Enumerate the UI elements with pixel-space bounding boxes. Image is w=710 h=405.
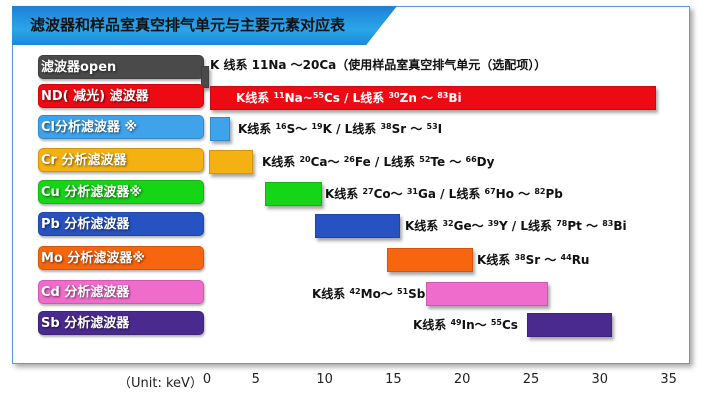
filter-label: Cr 分析滤波器 (38, 148, 204, 172)
range-bar (209, 150, 254, 174)
range-bar (210, 117, 230, 141)
range-bar (426, 282, 548, 306)
range-bar (526, 313, 613, 337)
element-range-annotation: K线系 38Sr ～ 44Ru (477, 253, 590, 267)
x-tick-label: 20 (453, 372, 471, 387)
x-tick-label: 0 (202, 372, 212, 387)
element-range-annotation: K线系 11Na~55Cs / L线系 30Zn ～ 83Bi (236, 91, 462, 105)
filter-label: Cu 分析滤波器※ (38, 180, 204, 204)
x-tick-label: 25 (522, 372, 540, 387)
x-axis-label: （Unit: keV） (118, 376, 203, 391)
x-tick-label: 10 (316, 372, 333, 387)
filter-label: ND( 减光) 滤波器 (38, 84, 204, 108)
title-banner (12, 6, 397, 45)
range-bar (314, 214, 401, 238)
x-tick-label: 35 (660, 372, 677, 387)
filter-label: Mo 分析滤波器※ (38, 246, 204, 270)
element-range-annotation: K线系 27Co～ 31Ga / L线系 67Ho ～ 82Pb (325, 187, 563, 201)
filter-label: Cl分析滤波器 ※ (38, 115, 204, 139)
element-range-annotation: K线系 32Ge～ 39Y / L线系 78Pt ～ 83Bi (405, 219, 627, 233)
filter-label: Cd 分析滤波器 (38, 280, 204, 304)
element-range-annotation: K线系 42Mo～ 51Sb (312, 287, 426, 301)
x-tick-label: 15 (385, 372, 402, 387)
chart-title: 滤波器和样品室真空排气单元与主要元素对应表 (30, 16, 346, 34)
element-range-annotation: K线系 16S～ 19K / L线系 38Sr ～ 53I (238, 122, 443, 136)
filter-label: Pb 分析滤波器 (38, 212, 204, 236)
x-tick-label: 30 (591, 372, 609, 387)
element-range-annotation: K线系 49In～ 55Cs (413, 318, 518, 332)
range-bar (201, 66, 209, 88)
filter-label: 滤波器open (38, 55, 204, 79)
range-bar (210, 86, 657, 110)
filter-label: Sb 分析滤波器 (38, 311, 204, 335)
x-tick-label: 5 (251, 372, 260, 387)
element-range-annotation: K线系 20Ca～ 26Fe / L线系 52Te ～ 66Dy (262, 155, 495, 169)
range-bar (386, 248, 474, 272)
element-range-annotation: K 线系 11Na ～20Ca（使用样品室真空排气单元（选配项）） (210, 58, 547, 72)
range-bar (265, 182, 322, 206)
